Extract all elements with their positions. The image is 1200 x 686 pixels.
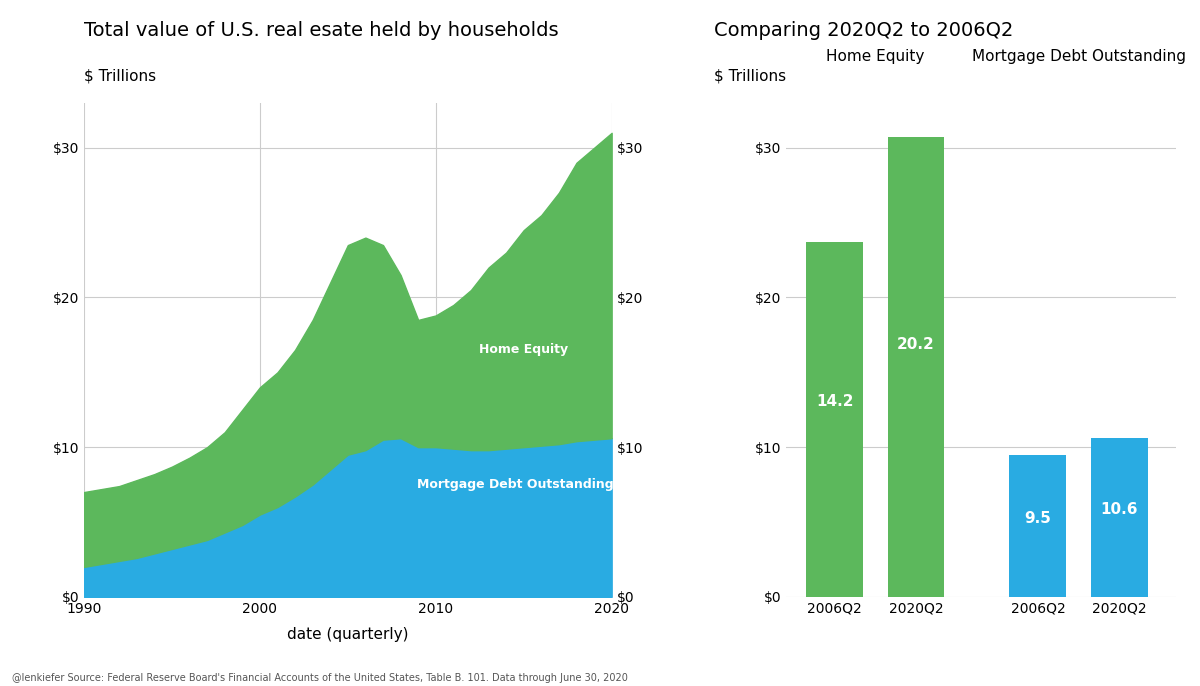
Text: $ Trillions: $ Trillions [714,69,786,84]
Text: Mortgage Debt Outstanding: Mortgage Debt Outstanding [416,478,613,491]
Text: Mortgage Debt Outstanding: Mortgage Debt Outstanding [972,49,1186,64]
Bar [888,137,944,597]
Text: @lenkiefer Source: Federal Reserve Board's Financial Accounts of the United Stat: @lenkiefer Source: Federal Reserve Board… [12,672,628,683]
Text: 20.2: 20.2 [898,337,935,352]
X-axis label: date (quarterly): date (quarterly) [287,627,408,642]
Text: 14.2: 14.2 [816,394,853,410]
Bar [806,242,863,597]
Bar [1091,438,1147,597]
Bar [1009,455,1067,597]
Text: Comparing 2020Q2 to 2006Q2: Comparing 2020Q2 to 2006Q2 [714,21,1013,40]
Text: 9.5: 9.5 [1025,511,1051,526]
Text: Total value of U.S. real esate held by households: Total value of U.S. real esate held by h… [84,21,559,40]
Text: Home Equity: Home Equity [479,344,569,356]
Text: $ Trillions: $ Trillions [84,69,156,84]
Text: Home Equity: Home Equity [826,49,924,64]
Text: 10.6: 10.6 [1100,502,1138,517]
